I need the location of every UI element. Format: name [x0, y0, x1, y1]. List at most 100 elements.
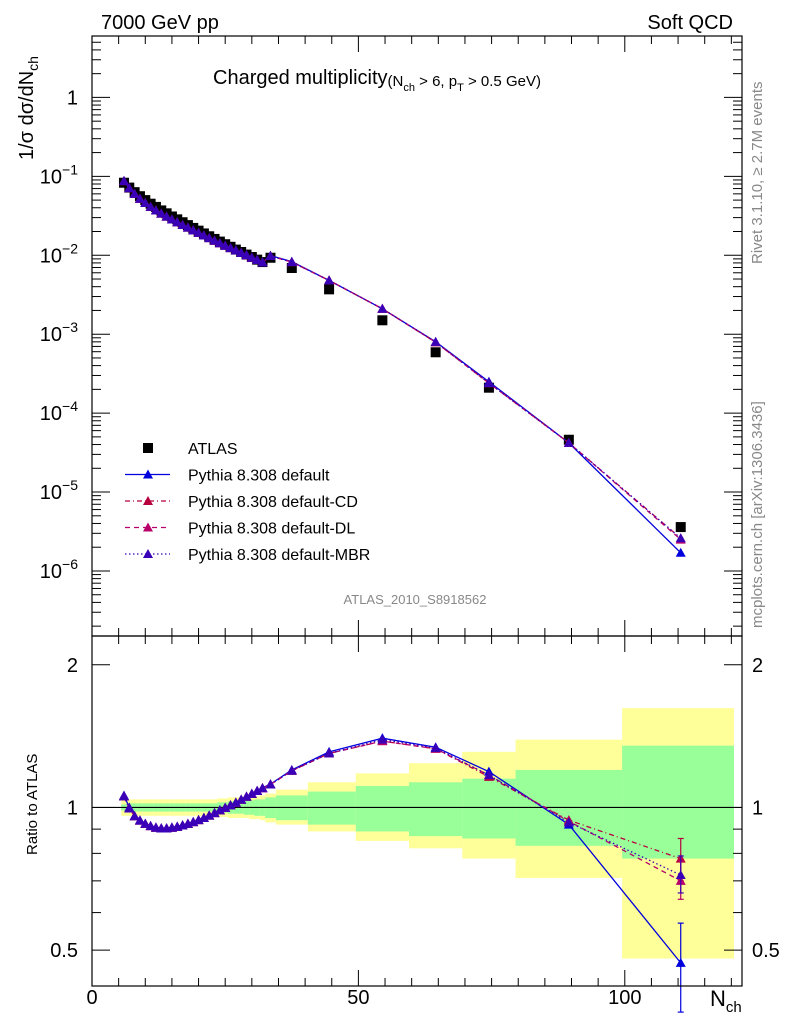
ratio-series-mbr: [118, 734, 686, 894]
mbr-point-34: [675, 533, 686, 543]
atlas-point-28: [286, 262, 297, 273]
mbr-point-31: [430, 336, 441, 346]
x-axis-label: Nch: [710, 986, 742, 1016]
mbr-point-28: [286, 257, 297, 267]
mbr-point-3: [134, 193, 145, 203]
mbr-ratio-point-30: [377, 734, 388, 744]
legend-marker-cd: [143, 496, 153, 505]
mbr-point-16: [204, 233, 215, 243]
ratio-y-tick-label-left: 2: [67, 655, 78, 677]
header-right: Soft QCD: [647, 12, 733, 34]
mbr-point-2: [129, 188, 140, 198]
mbr-ratio-point-32: [483, 770, 494, 780]
mbr-point-14: [193, 227, 204, 237]
atlas-point-30: [377, 315, 388, 326]
mcplots-label: mcplots.cern.ch [arXiv:1306.3436]: [749, 401, 766, 628]
mbr-point-17: [209, 235, 220, 245]
x-tick-label-50: 50: [347, 987, 369, 1009]
mbr-point-18: [214, 238, 225, 248]
legend-marker-default: [143, 469, 153, 479]
mbr-ratio-point-15: [198, 812, 209, 822]
legend-item-atlas: ATLAS: [143, 441, 238, 458]
ratio-panel: 0 50 100 0.5 0.5 1 1 2 2: [50, 635, 780, 1013]
atlas-point-34: [675, 522, 686, 533]
legend-label-atlas: ATLAS: [188, 441, 238, 458]
y-tick-label: 10−5: [40, 477, 78, 504]
mbr-ratio-point-0: [118, 791, 129, 801]
ratio-y-tick-label-left: 0.5: [50, 940, 78, 962]
band-stat-32: [462, 778, 516, 839]
mbr-ratio-point-27: [265, 779, 276, 789]
mbr-point-20: [225, 243, 236, 253]
mbr-ratio-point-4: [140, 818, 151, 828]
mbr-point-23: [241, 250, 252, 260]
mbr-point-0: [118, 176, 129, 186]
ratio-y-tick-label-right: 2: [752, 655, 763, 677]
mbr-point-5: [145, 201, 156, 211]
mbr-point-10: [172, 217, 183, 227]
series-mbr: [118, 176, 686, 543]
mbr-point-30: [377, 303, 388, 313]
mbr-point-24: [246, 252, 257, 262]
mbr-point-7: [156, 208, 167, 218]
mbr-ratio-point-25: [252, 786, 263, 796]
legend-label-cd: Pythia 8.308 default-CD: [188, 494, 358, 511]
legend-label-dl: Pythia 8.308 default-DL: [188, 521, 355, 538]
mbr-point-25: [252, 255, 263, 265]
plot-title: Charged multiplicity(Nch > 6, pT > 0.5 G…: [213, 67, 541, 94]
mbr-point-8: [161, 211, 172, 221]
mbr-point-26: [257, 257, 268, 267]
ratio-frame: [91, 635, 743, 987]
legend-item-dl: Pythia 8.308 default-DL: [125, 521, 355, 538]
legend-marker-atlas: [143, 443, 153, 453]
main-panel: 10−6 10−5 10−4 10−3 10−2 10−1 1: [40, 35, 743, 637]
y-tick-label: 10−3: [40, 319, 78, 346]
mbr-ratio-point-31: [430, 742, 441, 752]
mbr-point-12: [182, 222, 193, 232]
legend-marker-mbr: [143, 549, 153, 558]
y-tick-label: 10−4: [40, 398, 78, 425]
mbr-ratio-point-1: [124, 803, 135, 813]
mbr-ratio-point-3: [134, 815, 145, 825]
mbr-ratio-point-2: [129, 811, 140, 821]
mbr-point-33: [563, 437, 574, 447]
x-tick-label-0: 0: [86, 987, 97, 1009]
mbr-point-32: [483, 378, 494, 388]
mbr-point-21: [230, 245, 241, 255]
mbr-point-19: [220, 240, 231, 250]
mbr-point-4: [140, 197, 151, 207]
band-stat-30: [355, 785, 410, 832]
mbr-point-1: [124, 183, 135, 193]
mbr-line: [123, 180, 682, 539]
legend-label-default: Pythia 8.308 default: [188, 468, 330, 485]
mbr-point-22: [236, 247, 247, 257]
mbr-point-29: [324, 275, 335, 285]
band-stat-34: [622, 745, 735, 859]
legend-item-mbr: Pythia 8.308 default-MBR: [125, 547, 370, 564]
mbr-ratio-point-18: [214, 805, 225, 815]
mbr-point-13: [188, 225, 199, 235]
y-tick-label: 1: [67, 87, 78, 109]
atlas-point-29: [324, 284, 335, 295]
x-tick-label-100: 100: [608, 987, 641, 1009]
mbr-ratio-point-21: [230, 797, 241, 807]
mbr-ratio-point-29: [324, 748, 335, 758]
mbr-ratio-point-23: [241, 791, 252, 801]
legend: ATLAS Pythia 8.308 default Pythia 8.308 de…: [125, 441, 370, 564]
mbr-point-15: [198, 230, 209, 240]
top-y-axis-label: 1/σ dσ/dNch: [16, 56, 41, 160]
default-point-34: [675, 547, 686, 557]
mbr-ratio-point-17: [209, 808, 220, 818]
mbr-ratio-point-33: [563, 817, 574, 827]
mbr-ratio-point-20: [225, 800, 236, 810]
y-tick-label: 10−6: [40, 556, 78, 583]
analysis-id: ATLAS_2010_S8918562: [344, 592, 487, 607]
rivet-version-label: Rivet 3.1.10, ≥ 2.7M events: [749, 82, 766, 265]
mbr-ratio-point-16: [204, 810, 215, 820]
band-stat-31: [409, 782, 463, 837]
header-left: 7000 GeV pp: [101, 12, 219, 34]
legend-label-mbr: Pythia 8.308 default-MBR: [188, 547, 370, 564]
legend-item-cd: Pythia 8.308 default-CD: [125, 494, 358, 511]
band-stat-29: [307, 791, 356, 825]
